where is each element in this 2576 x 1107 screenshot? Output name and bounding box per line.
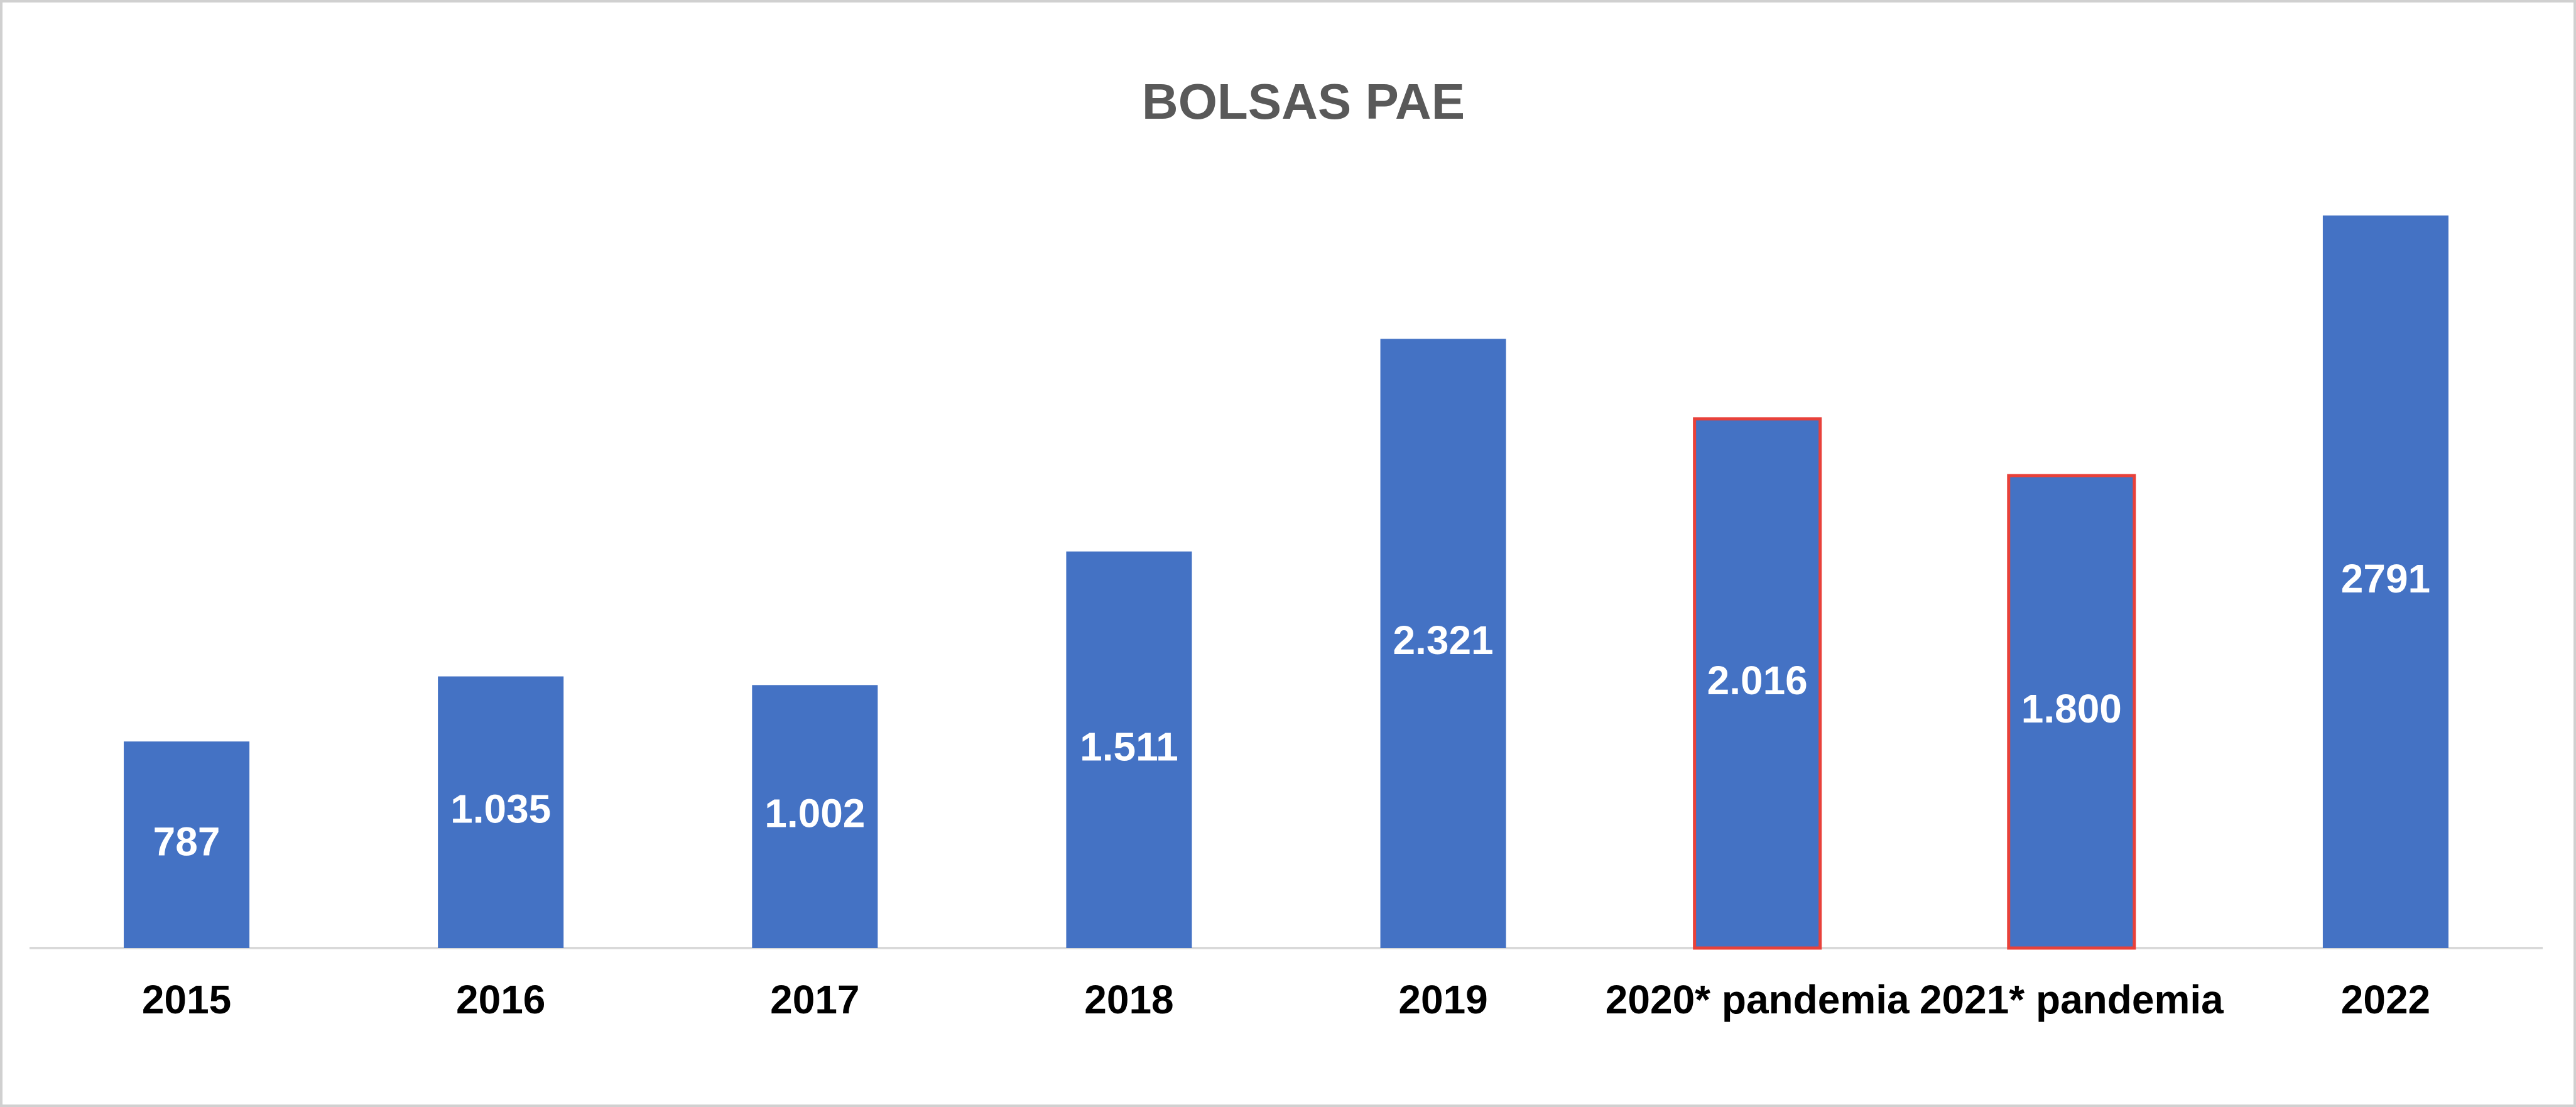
value-label: 787 xyxy=(153,819,220,864)
x-tick-label: 2018 xyxy=(1084,977,1173,1022)
x-tick-label: 2019 xyxy=(1398,977,1487,1022)
bar xyxy=(2007,474,2136,950)
chart-title: BOLSAS PAE xyxy=(1142,74,1465,129)
value-label: 2.016 xyxy=(1707,658,1808,703)
value-label: 2.321 xyxy=(1393,618,1493,663)
value-label: 1.035 xyxy=(450,787,551,832)
bar xyxy=(1693,417,1822,950)
bar xyxy=(2322,215,2448,948)
bar xyxy=(124,741,250,948)
bar xyxy=(438,676,564,948)
value-label: 2791 xyxy=(2341,556,2430,601)
bar xyxy=(1380,339,1506,948)
value-label: 1.002 xyxy=(764,791,865,836)
x-tick-label: 2022 xyxy=(2341,977,2430,1022)
x-tick-label: 2015 xyxy=(142,977,231,1022)
bar xyxy=(1066,551,1192,948)
x-tick-label: 2016 xyxy=(456,977,545,1022)
x-tick-label: 2017 xyxy=(770,977,859,1022)
value-label: 1.511 xyxy=(1080,724,1178,769)
x-tick-label: 2020* pandemia xyxy=(1606,977,1910,1022)
x-tick-label: 2021* pandemia xyxy=(1920,977,2224,1022)
value-label: 1.800 xyxy=(2021,686,2122,731)
bar xyxy=(752,685,878,948)
